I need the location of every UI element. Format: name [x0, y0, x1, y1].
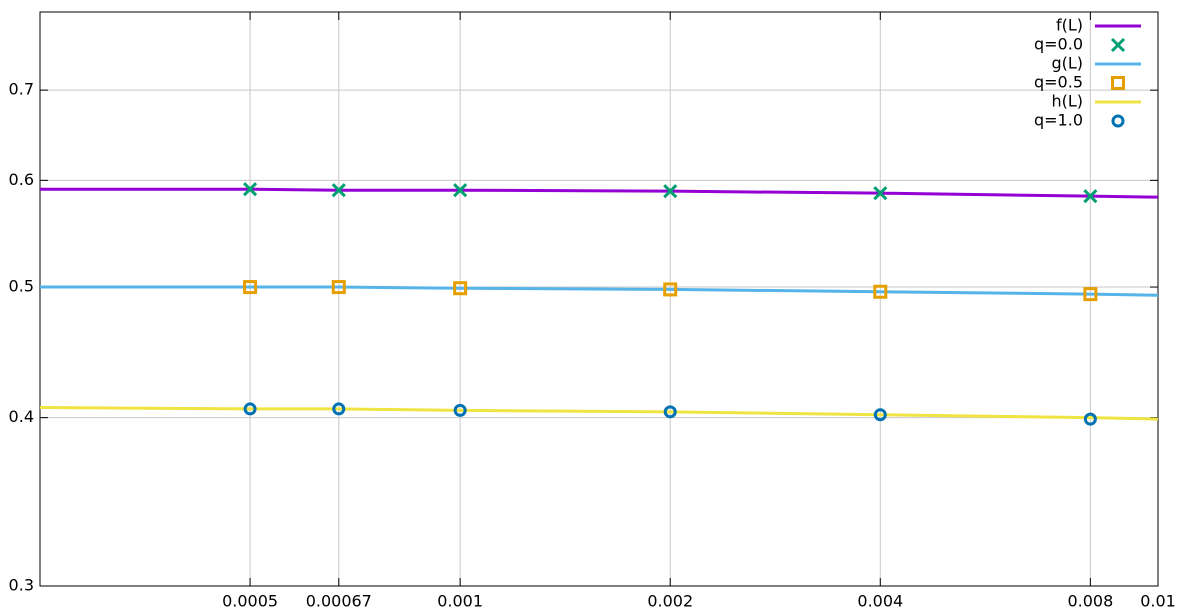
legend-marker [1111, 76, 1125, 90]
x-tick-label: 0.008 [1067, 592, 1113, 611]
data-point [243, 182, 258, 197]
data-point [663, 282, 678, 297]
plot-frame [39, 11, 1159, 587]
legend-marker [1110, 37, 1126, 53]
legend-marker [1111, 114, 1125, 128]
x-tick-label: 0.001 [437, 592, 483, 611]
y-tick-label: 0.7 [9, 80, 34, 99]
x-tick-label: 0.004 [857, 592, 903, 611]
data-point [873, 284, 888, 299]
legend-label: q=0.0 [1034, 35, 1083, 54]
x-tick-label: 0.01 [1140, 592, 1176, 611]
data-point [243, 280, 258, 295]
data-point [663, 184, 678, 199]
data-point [331, 183, 346, 198]
data-point [663, 405, 677, 419]
y-tick-label: 0.6 [9, 170, 34, 189]
y-tick-label: 0.4 [9, 407, 34, 426]
data-point [453, 281, 468, 296]
series-line [40, 285, 1159, 297]
legend-label: q=1.0 [1034, 111, 1083, 130]
data-point [1083, 287, 1098, 302]
data-point [331, 280, 346, 295]
legend-label: h(L) [1051, 92, 1083, 111]
legend-label: q=0.5 [1034, 73, 1083, 92]
x-tick-label: 0.0005 [222, 592, 278, 611]
y-tick-label: 0.3 [9, 576, 34, 595]
data-point [453, 183, 468, 198]
data-point [873, 408, 887, 422]
data-point [1083, 189, 1098, 204]
data-point [332, 402, 346, 416]
data-point [243, 402, 257, 416]
legend-label: f(L) [1056, 16, 1083, 35]
data-point [873, 186, 888, 201]
data-point [453, 403, 467, 417]
x-tick-label: 0.002 [647, 592, 693, 611]
series-line [40, 187, 1159, 199]
series-line [39, 405, 1159, 421]
legend-label: g(L) [1051, 54, 1083, 73]
x-tick-label: 0.00067 [306, 592, 372, 611]
data-point [1083, 412, 1097, 426]
y-tick-label: 0.5 [9, 277, 34, 296]
